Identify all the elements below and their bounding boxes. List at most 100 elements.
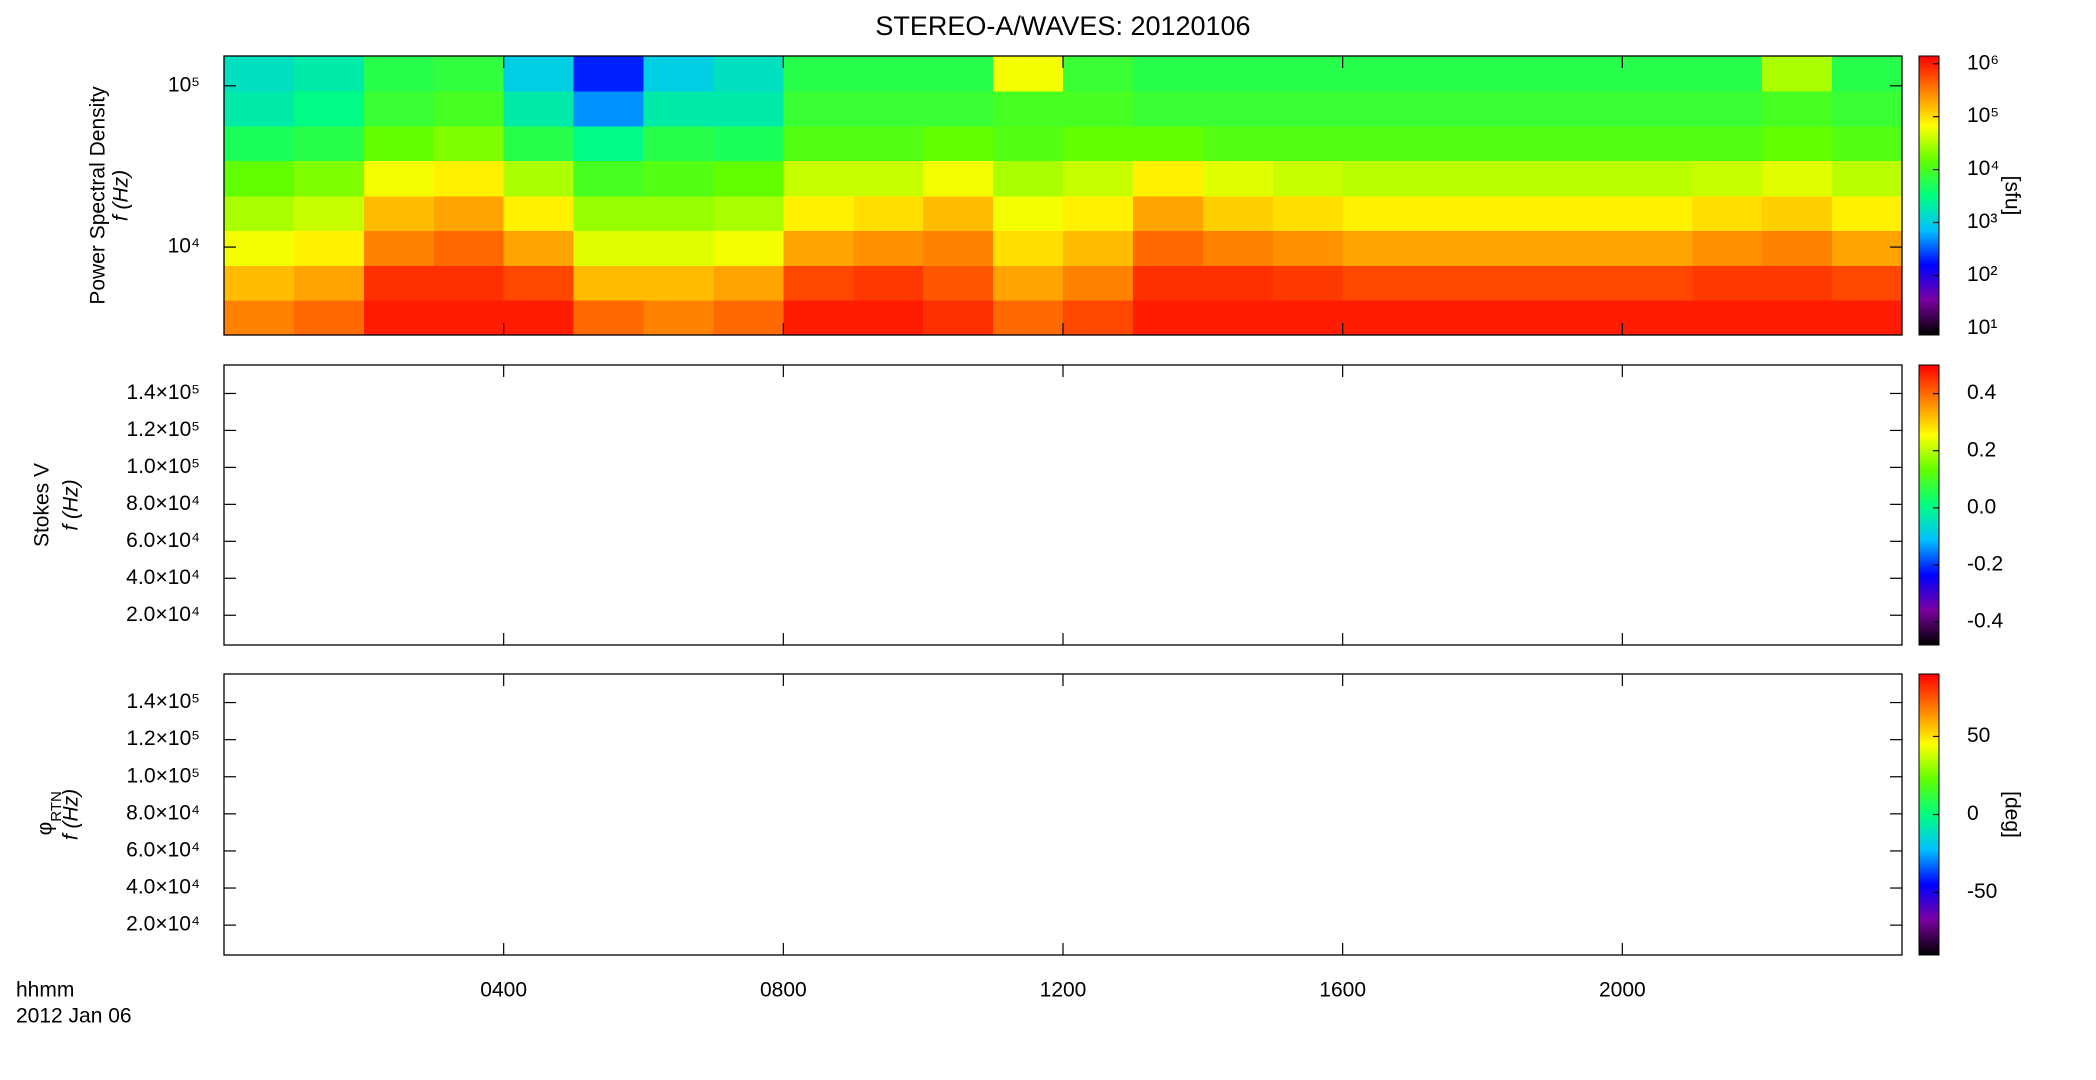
heatmap-cell [1552, 300, 1623, 336]
heatmap-cell [1342, 91, 1414, 127]
heatmap-cell [783, 56, 854, 92]
heatmap-cell [433, 56, 505, 92]
heatmap-cell [1552, 125, 1623, 162]
heatmap-cell [923, 265, 994, 301]
y-tick-label: 10⁴ [168, 235, 200, 258]
heatmap-cell [993, 125, 1064, 162]
x-tick-label: 0800 [760, 979, 807, 1002]
heatmap-cell [293, 265, 365, 301]
y-tick-label: 8.0×10⁴ [126, 492, 200, 515]
heatmap-cell [643, 195, 714, 231]
heatmap-cell [1482, 195, 1553, 231]
heatmap-cell [1832, 160, 1903, 197]
heatmap-cell [923, 300, 994, 336]
heatmap-cell [713, 195, 784, 231]
date-label: 2012 Jan 06 [16, 1005, 132, 1028]
heatmap-cell [503, 195, 575, 231]
heatmap-cell [224, 265, 295, 301]
heatmap-cell [713, 160, 784, 197]
heatmap-cell [643, 300, 714, 336]
heatmap-cell [503, 230, 575, 266]
y-axis-label-symbol: φ [34, 822, 57, 836]
heatmap-cell [1342, 56, 1414, 92]
heatmap-cell [1762, 56, 1833, 92]
heatmap-cell [1063, 300, 1134, 336]
heatmap-cell [433, 125, 505, 162]
heatmap-cell [503, 160, 575, 197]
heatmap-cell [713, 125, 784, 162]
heatmap-cell [1202, 300, 1274, 336]
heatmap-cell [1272, 230, 1344, 266]
heatmap-cell [1762, 300, 1833, 336]
heatmap-cell [1063, 125, 1134, 162]
heatmap-cell [1202, 195, 1274, 231]
heatmap-cell [573, 160, 644, 197]
heatmap-cell [853, 300, 924, 336]
heatmap-cell [224, 230, 295, 266]
y-tick-label: 1.4×10⁵ [126, 690, 200, 713]
heatmap-cell [1202, 230, 1274, 266]
heatmap-cell [783, 160, 854, 197]
heatmap-cell [1202, 56, 1274, 92]
heatmap-cell [993, 195, 1064, 231]
heatmap-cell [1202, 265, 1274, 301]
heatmap-cell [783, 195, 854, 231]
heatmap-cell [713, 265, 784, 301]
colorbar-label: [deg] [2000, 791, 2023, 838]
heatmap-cell [1342, 300, 1414, 336]
colorbar-tick-label: -0.2 [1967, 553, 2003, 576]
x-axis-label: hhmm [16, 979, 74, 1002]
heatmap-cell [1552, 230, 1623, 266]
y-tick-label: 10⁵ [168, 73, 200, 96]
heatmap-cell [1762, 230, 1833, 266]
heatmap-cell [853, 230, 924, 266]
heatmap-cell [713, 230, 784, 266]
heatmap-cell [293, 195, 365, 231]
heatmap-cell [993, 160, 1064, 197]
colorbar-label: [sfu] [2000, 176, 2023, 216]
heatmap-cell [643, 265, 714, 301]
y-axis-label: Stokes V [31, 463, 54, 547]
heatmap-cell [433, 91, 505, 127]
heatmap-cell [783, 300, 854, 336]
heatmap-cell [783, 230, 854, 266]
heatmap-cell [1832, 195, 1903, 231]
heatmap-cell [363, 125, 435, 162]
heatmap-cell [503, 300, 575, 336]
heatmap-cell [1692, 265, 1763, 301]
heatmap-cell [1832, 265, 1903, 301]
heatmap-cell [713, 300, 784, 336]
heatmap-cell [1552, 160, 1623, 197]
heatmap-cell [433, 230, 505, 266]
heatmap-cell [433, 160, 505, 197]
heatmap-cell [1692, 125, 1763, 162]
heatmap-cell [1762, 91, 1833, 127]
heatmap-cell [643, 230, 714, 266]
heatmap-cell [293, 125, 365, 162]
colorbar-tick-label: 0.4 [1967, 381, 1997, 404]
heatmap-cell [853, 125, 924, 162]
heatmap-cell [1692, 91, 1763, 127]
heatmap-cell [1412, 125, 1483, 162]
heatmap-cell [1132, 56, 1204, 92]
heatmap-cell [1412, 300, 1483, 336]
y-axis-unit: f (Hz) [60, 479, 83, 530]
heatmap-cell [1272, 91, 1344, 127]
y-tick-label: 4.0×10⁴ [126, 876, 200, 899]
heatmap-cell [433, 265, 505, 301]
heatmap-cell [1552, 195, 1623, 231]
heatmap-cell [643, 160, 714, 197]
heatmap-cell [503, 125, 575, 162]
heatmap-cell [363, 265, 435, 301]
heatmap-cell [1482, 160, 1553, 197]
y-tick-label: 1.0×10⁵ [126, 764, 200, 787]
colorbar-tick-label: 10² [1967, 263, 1997, 286]
heatmap-cell [853, 160, 924, 197]
heatmap-cell [433, 300, 505, 336]
heatmap-cell [573, 230, 644, 266]
heatmap-cell [1832, 230, 1903, 266]
x-tick-label: 1600 [1319, 979, 1366, 1002]
heatmap-cell [1342, 195, 1414, 231]
heatmap-cell [363, 195, 435, 231]
heatmap-cell [713, 56, 784, 92]
